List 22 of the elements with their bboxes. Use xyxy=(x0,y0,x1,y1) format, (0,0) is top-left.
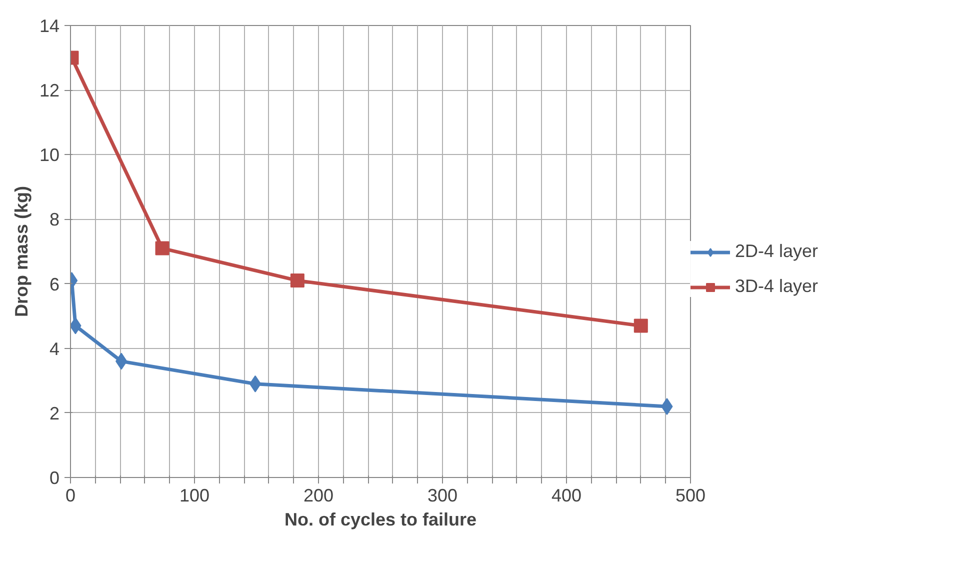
y-tick-label: 2 xyxy=(49,403,60,424)
x-axis-title: No. of cycles to failure xyxy=(284,510,477,530)
point xyxy=(290,274,304,288)
point xyxy=(155,241,170,256)
y-tick-label: 10 xyxy=(39,145,60,166)
point xyxy=(249,375,262,392)
x-tick-label: 300 xyxy=(427,486,458,506)
y-tick-label: 4 xyxy=(49,338,60,359)
y-tick-label: 8 xyxy=(49,210,60,230)
y-tick-label: 14 xyxy=(39,16,60,36)
legend-label: 2D-4 layer xyxy=(735,241,818,262)
x-tick-label: 500 xyxy=(675,486,706,506)
point xyxy=(634,318,648,333)
y-axis-title: Drop mass (kg) xyxy=(11,186,32,318)
y-tick-label: 0 xyxy=(49,468,60,488)
legend-label: 3D-4 layer xyxy=(735,276,818,297)
x-tick-label: 200 xyxy=(303,486,334,506)
y-tick-label: 6 xyxy=(49,274,60,294)
x-tick-label: 100 xyxy=(179,486,210,506)
y-tick-label: 12 xyxy=(39,80,60,101)
x-tick-label: 400 xyxy=(551,486,582,506)
x-tick-label: 0 xyxy=(65,486,76,506)
